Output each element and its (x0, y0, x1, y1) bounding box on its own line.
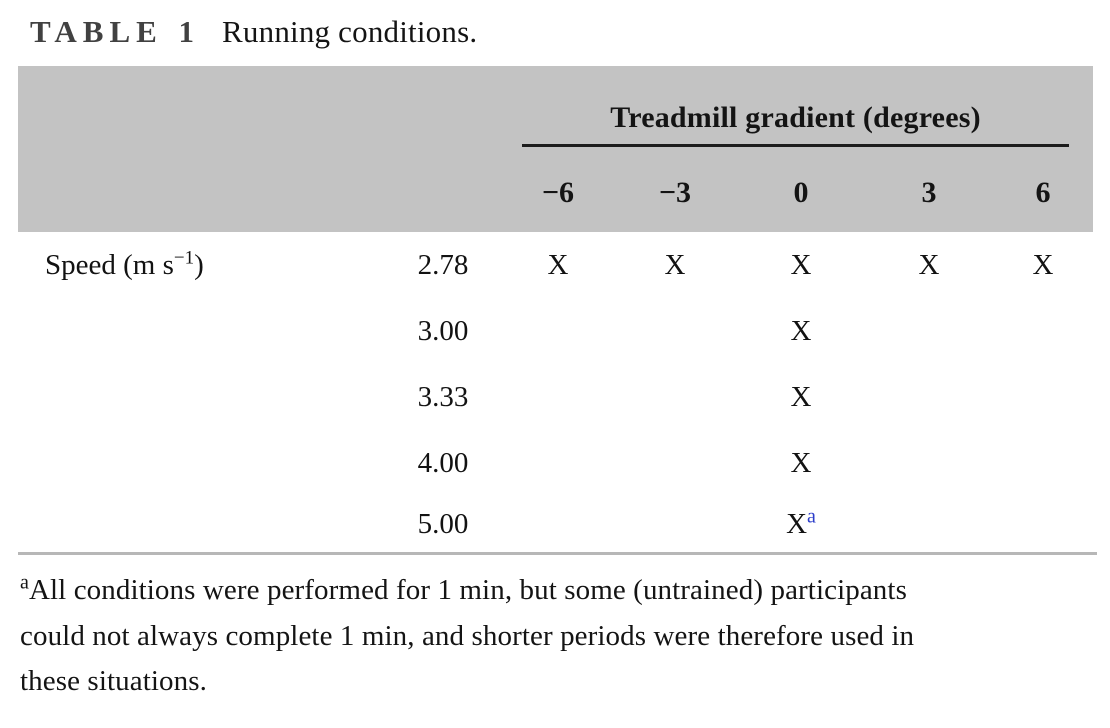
table-header: Treadmill gradient (degrees) −6 −3 0 3 6 (18, 66, 1094, 232)
table-body: Speed (m s−1) 2.78 X X X X X 3.00 X 3.33 (18, 232, 1093, 552)
empty-cell (18, 298, 383, 364)
row-label-superscript: −1 (173, 246, 195, 268)
empty-cell (18, 66, 383, 147)
mark-cell: X (790, 446, 812, 479)
mark-cell: X (790, 314, 812, 347)
footnote-reference-a: a (807, 504, 816, 527)
footnote-marker-a: a (20, 571, 29, 594)
table-bottom-rule (18, 552, 1097, 555)
mark-cell (503, 298, 613, 364)
empty-cell (18, 364, 383, 430)
gradient-column-header: 3 (921, 175, 937, 209)
table-row: 5.00 Xa (18, 496, 1093, 552)
gradient-column-header: −3 (658, 175, 692, 209)
table-title-row: TABLE 1 Running conditions. (0, 0, 1110, 50)
empty-cell (383, 66, 503, 147)
running-conditions-table: Treadmill gradient (degrees) −6 −3 0 3 6… (18, 66, 1094, 552)
mark-cell (613, 430, 737, 496)
mark-cell (993, 430, 1093, 496)
mark-cell: X (547, 248, 569, 281)
speed-value: 3.00 (417, 314, 469, 347)
speed-value: 5.00 (417, 507, 469, 540)
table-number-label: TABLE 1 (30, 14, 201, 49)
table-footnote: aAll conditions were performed for 1 min… (20, 568, 1092, 705)
column-header-row: −6 −3 0 3 6 (18, 147, 1093, 232)
mark-cell: X (1032, 248, 1054, 281)
mark-cell (993, 364, 1093, 430)
mark-cell (993, 298, 1093, 364)
empty-cell (18, 496, 383, 552)
empty-cell (18, 147, 383, 232)
speed-value: 4.00 (417, 446, 469, 479)
mark-cell (503, 364, 613, 430)
table-row: 3.33 X (18, 364, 1093, 430)
group-header-cell: Treadmill gradient (degrees) (503, 66, 1093, 147)
table-row: 3.00 X (18, 298, 1093, 364)
mark-cell (865, 364, 993, 430)
group-header-title: Treadmill gradient (degrees) (522, 101, 1070, 147)
mark-cell (865, 430, 993, 496)
footnote-line: All conditions were performed for 1 min,… (28, 574, 907, 606)
mark-cell (613, 298, 737, 364)
group-header-row: Treadmill gradient (degrees) (18, 66, 1093, 147)
row-label-suffix: ) (194, 248, 204, 281)
gradient-column-header: 0 (793, 175, 809, 209)
gradient-column-header: 6 (1035, 175, 1051, 209)
footnote-line: these situations. (20, 665, 207, 697)
mark-cell (613, 364, 737, 430)
row-label-text: Speed (m s (45, 248, 174, 281)
table-row: Speed (m s−1) 2.78 X X X X X (18, 232, 1093, 298)
mark-cell: X (918, 248, 940, 281)
empty-cell (383, 147, 503, 232)
empty-cell (18, 430, 383, 496)
mark-cell (613, 496, 737, 552)
speed-value: 3.33 (417, 380, 469, 413)
mark-cell: X (790, 380, 812, 413)
mark-cell (865, 496, 993, 552)
speed-row-label: Speed (m s−1) (18, 232, 383, 298)
mark-cell (865, 298, 993, 364)
mark-cell (503, 430, 613, 496)
mark-cell-with-footnote: Xa (737, 496, 865, 552)
speed-value: 2.78 (417, 248, 469, 281)
mark-cell: X (790, 248, 812, 281)
gradient-column-header: −6 (541, 175, 575, 209)
table-caption: Running conditions. (222, 14, 478, 49)
mark-cell (993, 496, 1093, 552)
mark-x: X (786, 507, 808, 540)
table-row: 4.00 X (18, 430, 1093, 496)
mark-cell (503, 496, 613, 552)
mark-cell: X (664, 248, 686, 281)
footnote-line: could not always complete 1 min, and sho… (20, 619, 915, 652)
